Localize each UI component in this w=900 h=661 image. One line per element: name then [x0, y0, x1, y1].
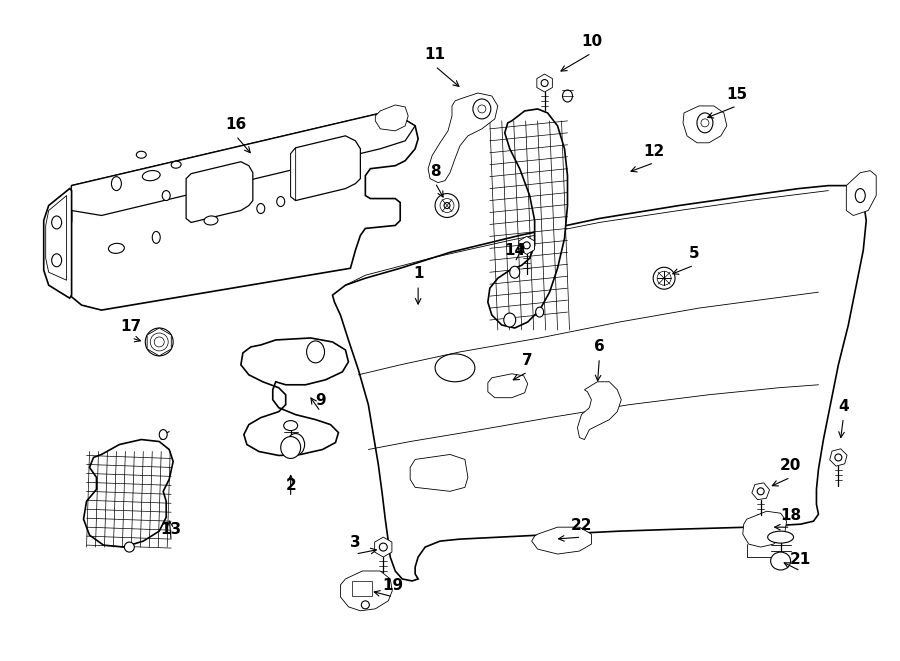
Polygon shape — [332, 186, 866, 581]
Text: 4: 4 — [838, 399, 849, 414]
Ellipse shape — [159, 430, 167, 440]
Ellipse shape — [504, 313, 516, 327]
Text: 10: 10 — [580, 34, 602, 49]
Ellipse shape — [472, 99, 490, 119]
Ellipse shape — [653, 267, 675, 289]
Polygon shape — [46, 196, 67, 280]
Polygon shape — [488, 109, 568, 328]
Ellipse shape — [145, 328, 173, 356]
Text: 22: 22 — [571, 518, 592, 533]
Bar — [353, 581, 373, 596]
Ellipse shape — [204, 216, 218, 225]
Ellipse shape — [51, 216, 61, 229]
Text: 3: 3 — [350, 535, 361, 550]
Ellipse shape — [379, 543, 387, 551]
Polygon shape — [291, 136, 360, 200]
Polygon shape — [410, 455, 468, 491]
Ellipse shape — [142, 171, 160, 180]
Polygon shape — [241, 338, 348, 455]
Polygon shape — [488, 374, 527, 398]
Text: 5: 5 — [688, 247, 699, 261]
Ellipse shape — [362, 601, 369, 609]
Ellipse shape — [109, 243, 124, 253]
Text: 14: 14 — [504, 243, 526, 258]
Polygon shape — [578, 382, 621, 440]
Text: 20: 20 — [780, 458, 801, 473]
Ellipse shape — [562, 90, 572, 102]
Polygon shape — [291, 148, 296, 200]
Ellipse shape — [757, 488, 764, 495]
Text: 2: 2 — [285, 479, 296, 493]
Ellipse shape — [536, 307, 544, 317]
Ellipse shape — [697, 113, 713, 133]
Ellipse shape — [509, 266, 519, 278]
Ellipse shape — [51, 254, 61, 267]
Text: 6: 6 — [594, 339, 605, 354]
Ellipse shape — [162, 190, 170, 200]
Ellipse shape — [435, 194, 459, 217]
Polygon shape — [532, 527, 591, 554]
Polygon shape — [683, 106, 727, 143]
Text: 21: 21 — [790, 552, 811, 567]
Ellipse shape — [112, 176, 122, 190]
Ellipse shape — [136, 151, 147, 158]
Ellipse shape — [657, 271, 671, 285]
Text: 9: 9 — [315, 393, 326, 408]
Polygon shape — [44, 188, 72, 298]
Ellipse shape — [307, 341, 325, 363]
Ellipse shape — [287, 434, 304, 455]
Ellipse shape — [701, 119, 709, 127]
Ellipse shape — [171, 161, 181, 168]
Ellipse shape — [256, 204, 265, 214]
Polygon shape — [846, 171, 877, 215]
Ellipse shape — [440, 198, 454, 212]
Ellipse shape — [281, 436, 301, 459]
Ellipse shape — [152, 231, 160, 243]
Text: 12: 12 — [644, 143, 665, 159]
Text: 18: 18 — [780, 508, 801, 524]
Ellipse shape — [444, 202, 450, 208]
Ellipse shape — [276, 196, 284, 206]
Ellipse shape — [855, 188, 865, 202]
Polygon shape — [84, 440, 173, 547]
Ellipse shape — [124, 542, 134, 552]
Text: 11: 11 — [425, 47, 446, 62]
Text: 16: 16 — [225, 117, 247, 132]
Text: 15: 15 — [726, 87, 747, 102]
Text: 7: 7 — [522, 353, 533, 368]
Text: 19: 19 — [382, 578, 404, 593]
Ellipse shape — [478, 105, 486, 113]
Polygon shape — [742, 511, 787, 547]
Polygon shape — [67, 111, 418, 310]
Polygon shape — [375, 105, 409, 131]
Ellipse shape — [768, 531, 794, 543]
Ellipse shape — [154, 337, 164, 347]
Ellipse shape — [284, 420, 298, 430]
Polygon shape — [69, 111, 415, 215]
Text: 17: 17 — [121, 319, 142, 334]
Polygon shape — [340, 571, 392, 611]
Text: 13: 13 — [160, 522, 182, 537]
Polygon shape — [186, 162, 253, 223]
Polygon shape — [428, 93, 498, 182]
Ellipse shape — [435, 354, 475, 382]
Ellipse shape — [150, 333, 168, 351]
Ellipse shape — [541, 79, 548, 87]
Text: 1: 1 — [413, 266, 423, 281]
Ellipse shape — [770, 552, 790, 570]
Ellipse shape — [523, 242, 530, 249]
Text: 8: 8 — [430, 164, 440, 178]
Ellipse shape — [835, 454, 842, 461]
